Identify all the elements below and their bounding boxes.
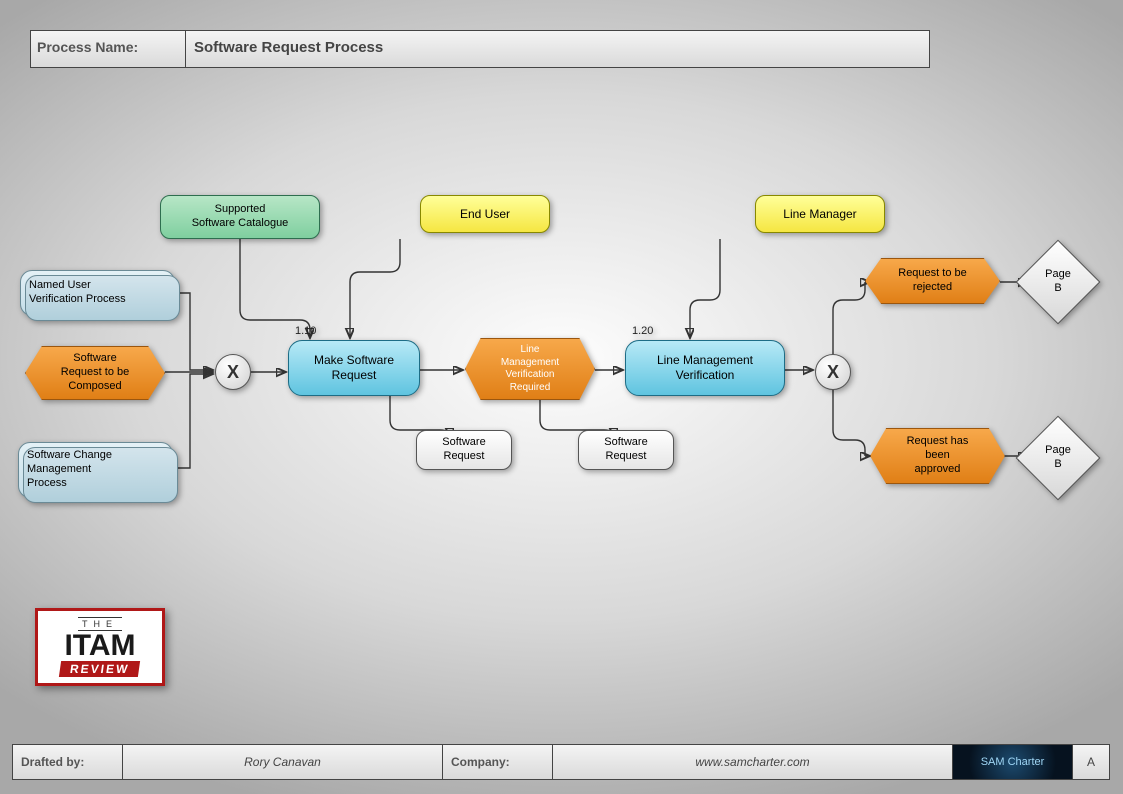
footer-bar: Drafted by: Rory Canavan Company: www.sa… xyxy=(12,744,1110,780)
logo-mid: ITAM xyxy=(64,631,135,661)
footer-drafted-value: Rory Canavan xyxy=(123,745,443,779)
node-page-ref-2: PageB xyxy=(1028,428,1088,488)
node-catalog: SupportedSoftware Catalogue xyxy=(160,195,320,239)
logo-itam-review: THE ITAM REVIEW xyxy=(35,608,165,686)
diagram-canvas: SupportedSoftware Catalogue End User Lin… xyxy=(0,0,1123,794)
gateway-2-label: X xyxy=(827,361,839,384)
activity-lm-verify-num: 1.20 xyxy=(632,325,653,339)
footer-company-label: Company: xyxy=(443,745,553,779)
node-doc-sreq-1: SoftwareRequest xyxy=(416,430,512,470)
hex-lm-required-label: LineManagementVerificationRequired xyxy=(487,344,573,394)
doc-sreq-1-label: SoftwareRequest xyxy=(442,436,485,464)
hex-approved-label: Request hasbeenapproved xyxy=(893,435,983,476)
activity-make-request-num: 1.10 xyxy=(295,325,316,339)
node-page-ref-1: PageB xyxy=(1028,252,1088,312)
node-hex-compose: SoftwareRequest to beComposed xyxy=(25,346,165,400)
node-activity-lm-verify: 1.20 Line ManagementVerification xyxy=(625,340,785,396)
footer-company-value: www.samcharter.com xyxy=(553,745,953,779)
page-ref-2-label: PageB xyxy=(1045,444,1071,472)
node-hex-lm-required: LineManagementVerificationRequired xyxy=(465,338,595,400)
procref-named-user-label: Named UserVerification Process xyxy=(29,279,126,307)
hex-rejected-label: Request to berejected xyxy=(884,267,981,295)
node-role-end-user: End User xyxy=(420,195,550,233)
activity-lm-verify-label: Line ManagementVerification xyxy=(657,353,753,383)
node-doc-sreq-2: SoftwareRequest xyxy=(578,430,674,470)
node-hex-approved: Request hasbeenapproved xyxy=(870,428,1005,484)
gateway-1: X xyxy=(215,354,251,390)
gateway-2: X xyxy=(815,354,851,390)
node-role-line-manager-label: Line Manager xyxy=(783,207,856,222)
node-role-line-manager: Line Manager xyxy=(755,195,885,233)
node-catalog-label: SupportedSoftware Catalogue xyxy=(192,203,289,231)
doc-sreq-2-label: SoftwareRequest xyxy=(604,436,647,464)
node-procref-named-user: Named UserVerification Process xyxy=(20,270,175,316)
logo-bot: REVIEW xyxy=(59,661,141,677)
footer-drafted-label: Drafted by: xyxy=(13,745,123,779)
page-ref-1-label: PageB xyxy=(1045,268,1071,296)
node-activity-make-request: 1.10 Make SoftwareRequest xyxy=(288,340,420,396)
node-role-end-user-label: End User xyxy=(460,207,510,222)
gateway-1-label: X xyxy=(227,361,239,384)
footer-sam-charter: SAM Charter xyxy=(953,745,1073,779)
procref-change-mgmt-label: Software ChangeManagementProcess xyxy=(27,449,112,490)
node-procref-change-mgmt: Software ChangeManagementProcess xyxy=(18,442,173,498)
hex-compose-label: SoftwareRequest to beComposed xyxy=(47,352,144,393)
node-hex-rejected: Request to berejected xyxy=(865,258,1000,304)
footer-page: A xyxy=(1073,745,1109,779)
activity-make-request-label: Make SoftwareRequest xyxy=(314,353,394,383)
